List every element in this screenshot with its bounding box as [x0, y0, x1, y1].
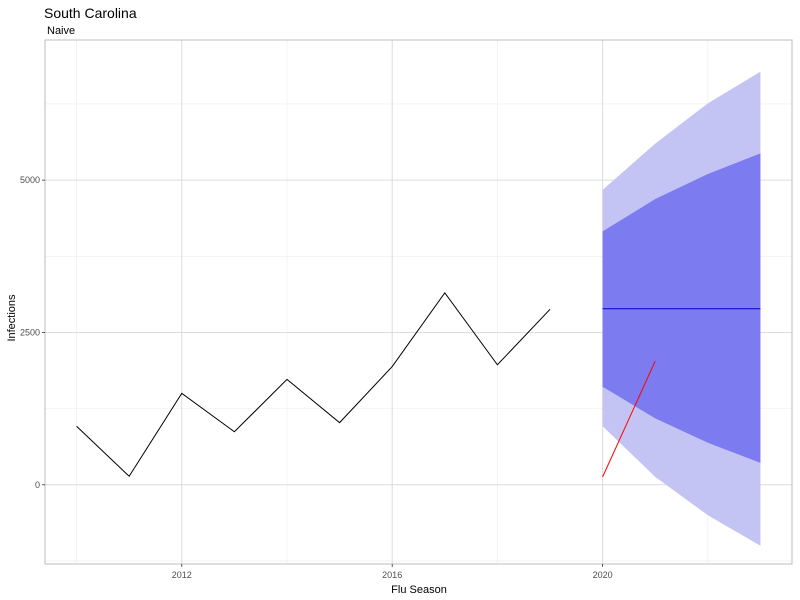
series-line-0	[76, 292, 551, 478]
x-axis-title: Flu Season	[391, 584, 447, 596]
y-axis-ticks: 0 2500 5000	[20, 175, 45, 490]
y-tick-label: 2500	[20, 327, 40, 337]
y-tick-label: 0	[35, 480, 40, 490]
y-tick-label: 5000	[20, 175, 40, 185]
plot-area	[44, 39, 793, 565]
x-tick-label: 2016	[382, 570, 402, 580]
x-tick-label: 2020	[593, 570, 613, 580]
y-axis-title: Infections	[6, 294, 18, 342]
panel-border	[44, 39, 793, 565]
series-line-1	[602, 360, 656, 478]
series-lines	[76, 292, 761, 478]
interval-band-80	[602, 153, 761, 463]
chart-title: South Carolina	[44, 5, 137, 21]
chart-subtitle: Naive	[47, 25, 75, 37]
x-tick-label: 2012	[172, 570, 192, 580]
x-axis-ticks: 2012 2016 2020	[172, 564, 613, 580]
